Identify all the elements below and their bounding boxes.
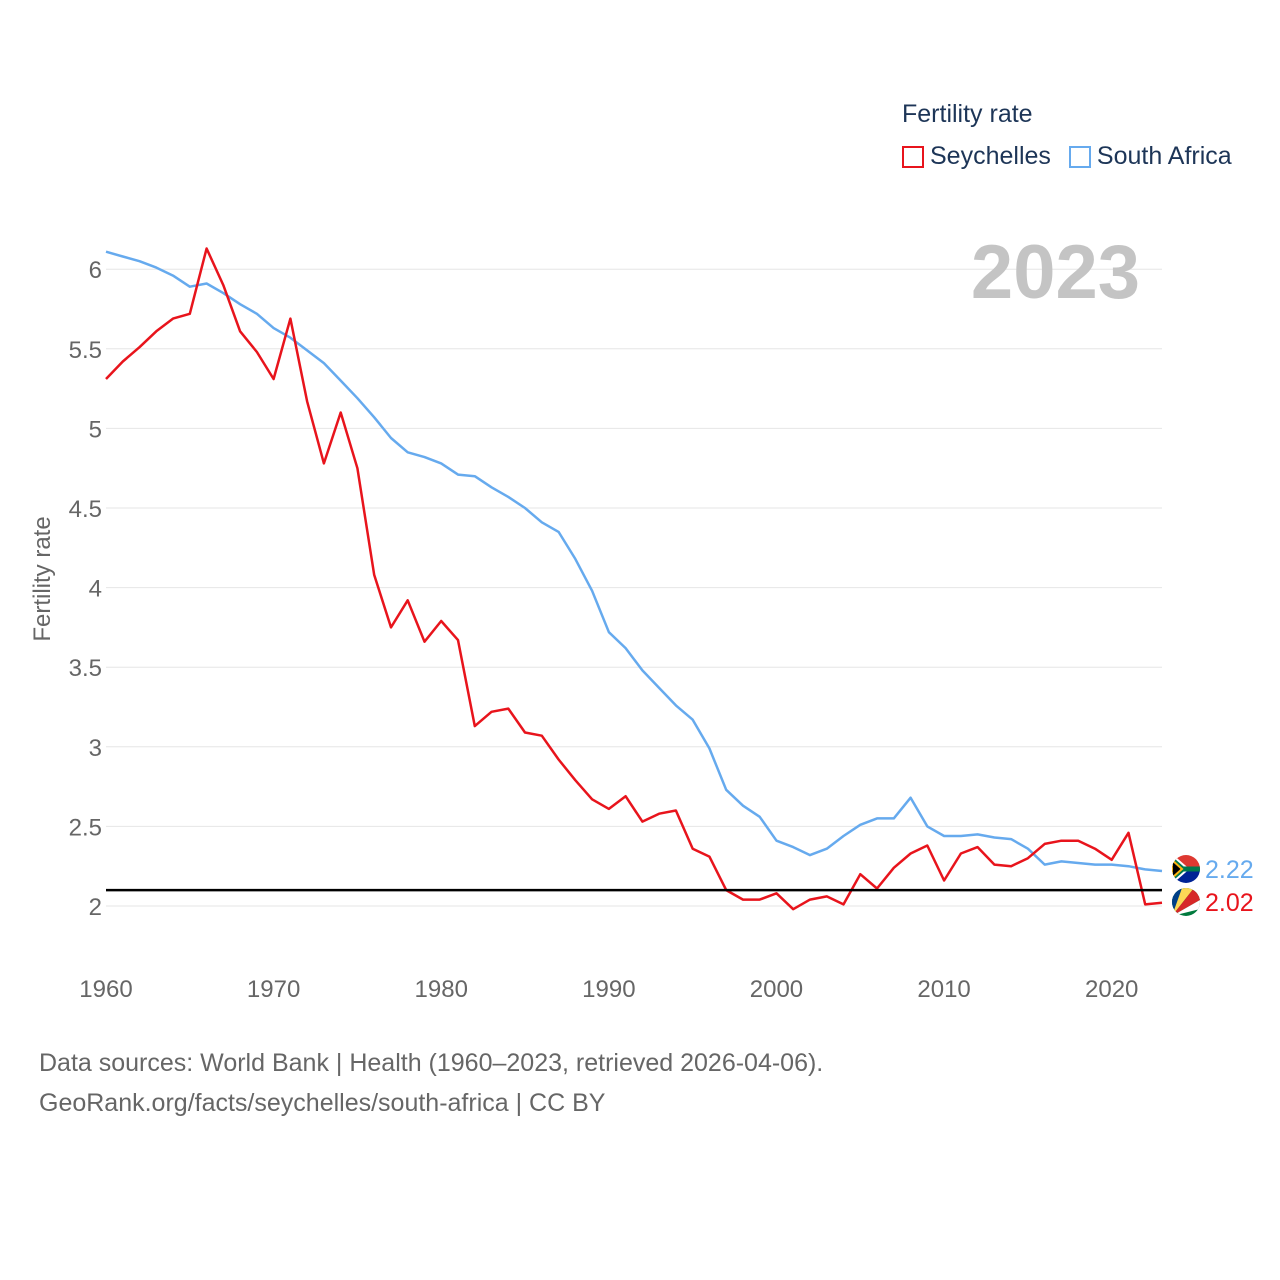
x-tick-label: 2020 [1085,976,1138,1003]
sources-line-1: Data sources: World Bank | Health (1960–… [39,1049,824,1077]
grid [106,268,1162,907]
y-tick-label: 4 [89,576,102,603]
y-tick-label: 5.5 [69,337,102,364]
series-line-south-africa [105,250,1163,873]
x-tick-label: 1990 [582,976,635,1003]
legend-swatch-seychelles [902,145,924,168]
y-tick-label: 6 [89,257,102,284]
x-axis-ticks: 1960 1970 1980 1990 2000 2010 2020 [79,976,1138,1003]
y-tick-label: 4.5 [69,496,102,523]
end-markers: 2.02 2.22 [1172,855,1254,917]
y-tick-label: 2.5 [69,814,102,841]
x-tick-label: 1980 [415,976,468,1003]
y-tick-label: 3.5 [69,655,102,682]
legend-title: Fertility rate [902,100,1033,128]
legend-label-seychelles: Seychelles [930,142,1051,170]
legend-item-south-africa[interactable]: South Africa [1068,142,1232,171]
legend-item-seychelles[interactable]: Seychelles [902,142,1051,171]
end-marker-seychelles: 2.02 [1172,888,1254,917]
current-year-label: 2023 [971,230,1140,315]
y-tick-label: 5 [89,416,102,443]
y-axis-title: Fertility rate [29,516,56,641]
x-tick-label: 1970 [247,976,300,1003]
data-sources: Data sources: World Bank | Health (1960–… [39,1043,823,1123]
legend: Seychelles South Africa [902,142,1250,171]
end-value-label-seychelles: 2.02 [1205,889,1254,917]
x-tick-label: 2010 [917,976,970,1003]
series-lines [105,247,1163,911]
flag-south-africa-icon [1172,855,1200,883]
legend-label-south-africa: South Africa [1096,142,1232,170]
x-tick-label: 1960 [79,976,132,1003]
end-marker-south-africa: 2.22 [1172,855,1254,884]
legend-swatch-south-africa [1068,145,1091,168]
x-tick-label: 2000 [750,976,803,1003]
end-value-label-south-africa: 2.22 [1205,856,1254,884]
flag-seychelles-icon [1172,888,1200,916]
sources-line-2: GeoRank.org/facts/seychelles/south-afric… [39,1089,606,1117]
y-tick-label: 3 [89,735,102,762]
series-line-seychelles [105,247,1163,911]
y-axis-ticks: 2 2.5 3 3.5 4 4.5 5 5.5 6 [69,257,102,921]
y-tick-label: 2 [89,894,102,921]
